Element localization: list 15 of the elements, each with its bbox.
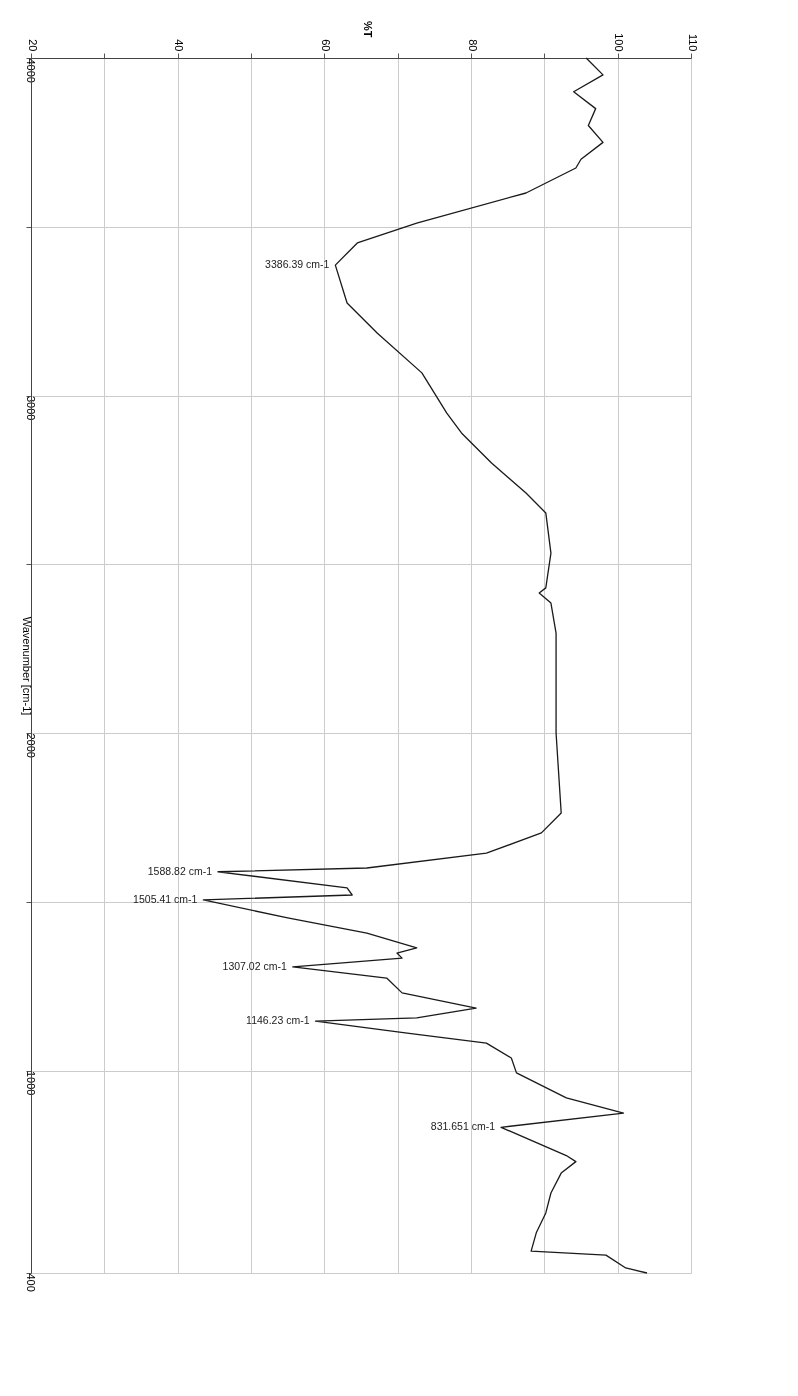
x2-axis-title: %T [361, 20, 374, 38]
annotation: 1588.82 cm-1 [147, 864, 213, 877]
x2-tick-label: 110 [686, 33, 699, 52]
x2-tick-label: 80 [466, 39, 479, 52]
annotation: 831.651 cm-1 [430, 1120, 496, 1133]
y-axis-title: Wavenumber [cm-1] [20, 616, 33, 716]
y-tick-label: 400 [24, 1273, 37, 1292]
x2-tick-label: 20 [26, 39, 39, 52]
x2-tick-label: 40 [173, 39, 186, 52]
annotation: 3386.39 cm-1 [265, 258, 330, 271]
annotation: 1307.02 cm-1 [222, 959, 287, 972]
x2-tick-label: 60 [319, 39, 332, 52]
x2-tick-label: 100 [613, 33, 626, 52]
annotation: 1146.23 cm-1 [246, 1014, 310, 1027]
annotation: 1505.41 cm-1 [133, 892, 198, 905]
